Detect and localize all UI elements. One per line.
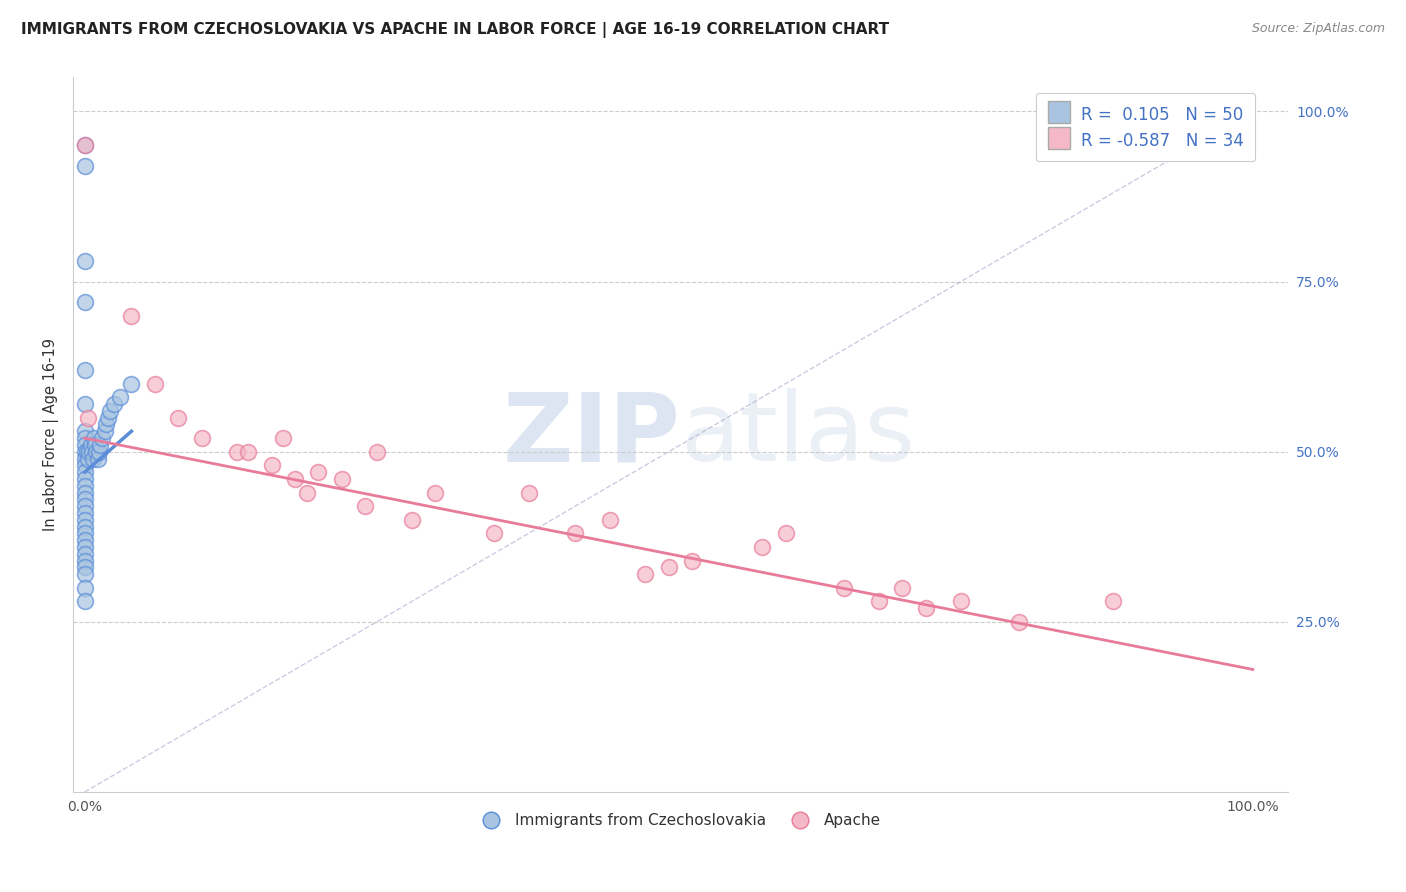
- Point: [190, 431, 212, 445]
- Point: [307, 465, 329, 479]
- Point: [751, 540, 773, 554]
- Point: [73, 472, 96, 486]
- Point: [284, 472, 307, 486]
- Point: [93, 425, 115, 439]
- Point: [73, 567, 96, 582]
- Point: [891, 581, 914, 595]
- Point: [73, 465, 96, 479]
- Point: [79, 438, 101, 452]
- Point: [120, 309, 142, 323]
- Point: [89, 438, 111, 452]
- Point: [73, 513, 96, 527]
- Point: [100, 404, 122, 418]
- Point: [73, 451, 96, 466]
- Point: [1008, 615, 1031, 629]
- Point: [73, 499, 96, 513]
- Point: [73, 506, 96, 520]
- Point: [73, 458, 96, 473]
- Point: [103, 397, 125, 411]
- Text: IMMIGRANTS FROM CZECHOSLOVAKIA VS APACHE IN LABOR FORCE | AGE 16-19 CORRELATION : IMMIGRANTS FROM CZECHOSLOVAKIA VS APACHE…: [21, 22, 889, 38]
- Point: [423, 485, 446, 500]
- Point: [260, 458, 283, 473]
- Point: [949, 594, 972, 608]
- Point: [76, 444, 98, 458]
- Point: [73, 363, 96, 377]
- Point: [225, 444, 247, 458]
- Point: [143, 376, 166, 391]
- Point: [73, 547, 96, 561]
- Legend: Immigrants from Czechoslovakia, Apache: Immigrants from Czechoslovakia, Apache: [474, 807, 887, 834]
- Y-axis label: In Labor Force | Age 16-19: In Labor Force | Age 16-19: [44, 338, 59, 532]
- Point: [82, 451, 104, 466]
- Point: [354, 499, 377, 513]
- Point: [86, 444, 108, 458]
- Point: [73, 485, 96, 500]
- Point: [564, 526, 586, 541]
- Point: [482, 526, 505, 541]
- Point: [79, 444, 101, 458]
- Point: [83, 431, 105, 445]
- Point: [681, 553, 703, 567]
- Point: [87, 444, 110, 458]
- Point: [73, 397, 96, 411]
- Point: [73, 540, 96, 554]
- Point: [73, 594, 96, 608]
- Text: ZIP: ZIP: [502, 388, 681, 481]
- Point: [167, 410, 190, 425]
- Point: [868, 594, 890, 608]
- Point: [77, 410, 100, 425]
- Point: [73, 519, 96, 533]
- Text: atlas: atlas: [681, 388, 915, 481]
- Point: [73, 526, 96, 541]
- Point: [73, 553, 96, 567]
- Point: [120, 376, 142, 391]
- Point: [295, 485, 318, 500]
- Point: [73, 425, 96, 439]
- Point: [271, 431, 294, 445]
- Point: [73, 581, 96, 595]
- Point: [80, 444, 103, 458]
- Point: [84, 438, 107, 452]
- Point: [366, 444, 388, 458]
- Point: [775, 526, 797, 541]
- Point: [73, 533, 96, 548]
- Point: [73, 492, 96, 507]
- Point: [73, 159, 96, 173]
- Point: [73, 431, 96, 445]
- Point: [73, 138, 96, 153]
- Text: Source: ZipAtlas.com: Source: ZipAtlas.com: [1251, 22, 1385, 36]
- Point: [91, 431, 114, 445]
- Point: [73, 254, 96, 268]
- Point: [73, 444, 96, 458]
- Point: [658, 560, 681, 574]
- Point: [330, 472, 353, 486]
- Point: [108, 390, 131, 404]
- Point: [914, 601, 936, 615]
- Point: [238, 444, 260, 458]
- Point: [97, 410, 120, 425]
- Point: [599, 513, 621, 527]
- Point: [1101, 594, 1123, 608]
- Point: [86, 451, 108, 466]
- Point: [634, 567, 657, 582]
- Point: [73, 295, 96, 310]
- Point: [73, 438, 96, 452]
- Point: [73, 138, 96, 153]
- Point: [77, 451, 100, 466]
- Point: [832, 581, 855, 595]
- Point: [94, 417, 117, 432]
- Point: [401, 513, 423, 527]
- Point: [517, 485, 540, 500]
- Point: [73, 560, 96, 574]
- Point: [73, 479, 96, 493]
